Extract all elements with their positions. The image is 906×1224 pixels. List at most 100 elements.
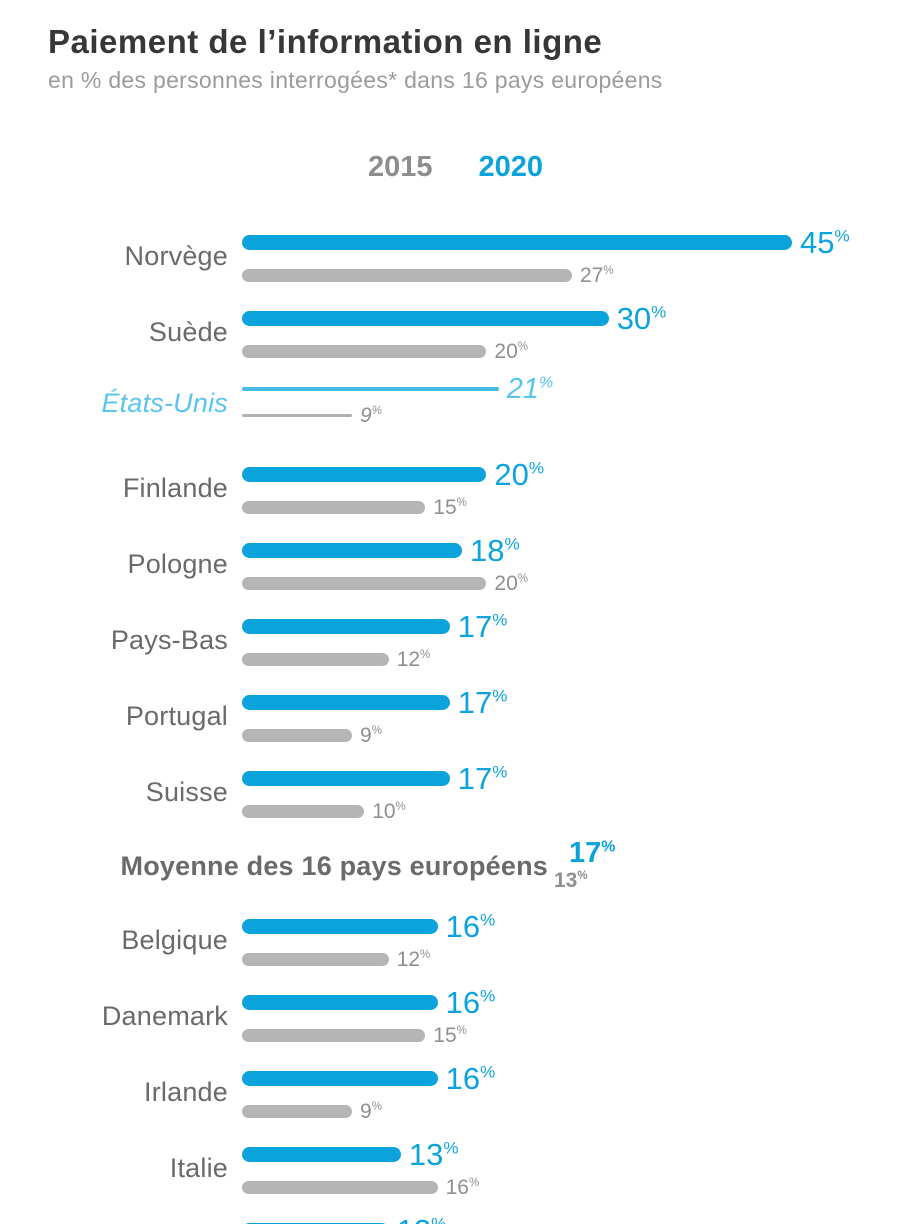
value-2015: 27% bbox=[580, 265, 614, 286]
bar-2020 bbox=[242, 994, 438, 1010]
bar-2015 bbox=[242, 952, 389, 966]
value-2020: 21% bbox=[506, 372, 554, 405]
value-2015: 9% bbox=[360, 405, 382, 426]
chart-row: Portugal 17% 9% bbox=[0, 687, 906, 746]
value-2015-percent-sign: % bbox=[420, 948, 431, 961]
value-2015-number: 12 bbox=[396, 647, 421, 671]
bar-2020 bbox=[242, 770, 450, 786]
bar-2015 bbox=[242, 344, 487, 358]
value-2020: 45% bbox=[800, 227, 850, 258]
average-label: Moyenne des 16 pays européens bbox=[120, 850, 548, 881]
value-2020-number: 12 bbox=[397, 1213, 431, 1224]
bar-pair: 20% 15% bbox=[242, 459, 906, 518]
value-2020: 13% bbox=[409, 1139, 459, 1170]
value-2015: 9% bbox=[360, 1101, 382, 1122]
bar-2015 bbox=[242, 576, 487, 590]
country-label: Suède bbox=[148, 316, 228, 347]
bar-2020 bbox=[242, 1070, 438, 1086]
bar-2020 bbox=[242, 387, 499, 392]
value-2015: 15% bbox=[433, 1025, 467, 1046]
bar-line-2015: 12% bbox=[242, 649, 906, 670]
legend-item-2015: 2015 bbox=[368, 151, 433, 184]
bar-2020 bbox=[242, 466, 487, 482]
value-2020-percent-sign: % bbox=[651, 302, 667, 322]
value-2015-percent-sign: % bbox=[456, 496, 467, 509]
value-2015-number: 27 bbox=[580, 263, 604, 287]
value-2020: 18% bbox=[470, 535, 520, 566]
average-2020-number: 17 bbox=[569, 836, 602, 869]
bar-pair: 16% 9% bbox=[242, 1063, 906, 1122]
bar-pair: 12%7% bbox=[242, 1215, 906, 1224]
value-2015-number: 9 bbox=[360, 403, 372, 427]
bar-2015 bbox=[242, 413, 352, 417]
bar-line-2015: 20% bbox=[242, 573, 906, 594]
average-values: 17% 13% bbox=[554, 836, 615, 891]
bar-line-2020: 30% bbox=[242, 303, 906, 334]
value-2015-percent-sign: % bbox=[456, 1024, 467, 1037]
country-label: Pologne bbox=[127, 548, 228, 579]
value-2020: 12% bbox=[397, 1215, 447, 1224]
bar-line-2020: 18% bbox=[242, 535, 906, 566]
bar-line-2020: 16% bbox=[242, 1063, 906, 1094]
value-2015: 16% bbox=[446, 1177, 480, 1198]
average-value-2015: 13% bbox=[554, 870, 615, 891]
value-2020-number: 18 bbox=[470, 532, 505, 568]
bar-line-2020: 21% bbox=[242, 374, 906, 403]
value-2015: 15% bbox=[433, 497, 467, 518]
value-2015-percent-sign: % bbox=[420, 648, 431, 661]
bar-line-2020: 12% bbox=[242, 1215, 906, 1224]
value-2015-number: 9 bbox=[360, 1099, 372, 1123]
bar-pair: 21% 9% bbox=[242, 374, 906, 426]
chart-row: Irlande 16% 9% bbox=[0, 1063, 906, 1122]
value-2020-number: 13 bbox=[408, 1136, 444, 1172]
bar-2020 bbox=[242, 1222, 389, 1224]
value-2020-number: 21 bbox=[506, 372, 539, 405]
value-2020-percent-sign: % bbox=[492, 686, 508, 706]
value-2020-number: 30 bbox=[616, 300, 652, 336]
value-2020-number: 17 bbox=[457, 608, 493, 644]
bar-line-2020: 17% bbox=[242, 763, 906, 794]
bar-2015 bbox=[242, 268, 572, 282]
average-value-2020: 17% bbox=[554, 836, 615, 869]
value-2020: 17% bbox=[458, 611, 508, 642]
chart-row: Belgique 16% 12% bbox=[0, 911, 906, 970]
country-label: Suisse bbox=[145, 776, 228, 807]
value-2015: 9% bbox=[360, 725, 382, 746]
chart-row: Pologne 18% 20% bbox=[0, 535, 906, 594]
country-label: Belgique bbox=[121, 924, 228, 955]
value-2020-percent-sign: % bbox=[480, 986, 496, 1006]
bar-pair: 17% 10% bbox=[242, 763, 906, 822]
value-2020-number: 45 bbox=[800, 224, 835, 260]
value-2020-number: 17 bbox=[457, 760, 493, 796]
value-2020: 17% bbox=[458, 763, 508, 794]
bar-line-2020: 17% bbox=[242, 687, 906, 718]
value-2020-percent-sign: % bbox=[538, 374, 554, 392]
value-2020-percent-sign: % bbox=[480, 1062, 496, 1082]
bar-2015 bbox=[242, 1104, 352, 1118]
chart-row: Finlande 20% 15% bbox=[0, 459, 906, 518]
bar-pair: 18% 20% bbox=[242, 535, 906, 594]
legend: 2015 2020 bbox=[368, 151, 906, 184]
bar-2015 bbox=[242, 652, 389, 666]
bar-2015 bbox=[242, 804, 365, 818]
bar-2015 bbox=[242, 1028, 426, 1042]
country-label: Danemark bbox=[101, 1000, 228, 1031]
chart-row: Danemark 16% 15% bbox=[0, 987, 906, 1046]
country-label: Italie bbox=[169, 1152, 228, 1183]
value-2020: 17% bbox=[458, 687, 508, 718]
value-2020-percent-sign: % bbox=[492, 762, 508, 782]
bar-line-2020: 16% bbox=[242, 987, 906, 1018]
chart-row: Italie 13% 16% bbox=[0, 1139, 906, 1198]
country-label: Portugal bbox=[125, 700, 228, 731]
value-2015: 20% bbox=[494, 341, 528, 362]
bar-line-2015: 16% bbox=[242, 1177, 906, 1198]
average-row: Moyenne des 16 pays européens 17% 13% bbox=[0, 836, 906, 891]
value-2015-percent-sign: % bbox=[468, 1176, 480, 1189]
bar-line-2015: 9% bbox=[242, 1101, 906, 1122]
bar-line-2015: 15% bbox=[242, 1025, 906, 1046]
legend-item-2020: 2020 bbox=[478, 151, 544, 184]
bar-chart: Norvège 45% 27% Suède 30% 20% États-Unis 21% 9% F… bbox=[0, 227, 906, 1224]
bar-line-2020: 13% bbox=[242, 1139, 906, 1170]
value-2020-percent-sign: % bbox=[480, 910, 496, 930]
value-2020-percent-sign: % bbox=[443, 1138, 459, 1158]
